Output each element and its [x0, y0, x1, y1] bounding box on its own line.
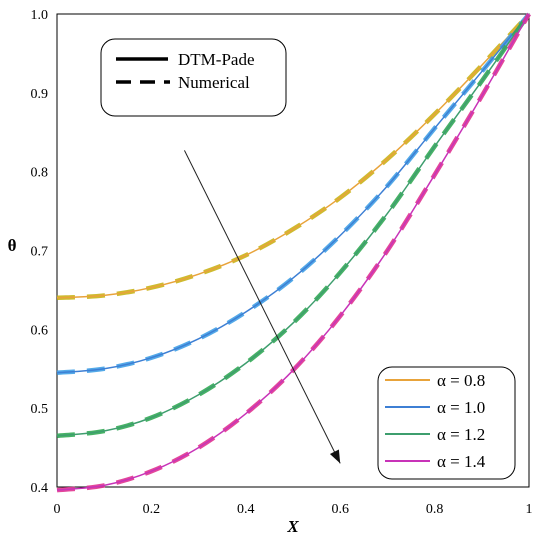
x-axis-label: X: [286, 517, 299, 536]
legend-label: α = 1.4: [437, 452, 486, 471]
dtm-pade-line: [56, 13, 530, 491]
x-tick-label: 1: [526, 502, 533, 517]
series-legend-box: [377, 366, 516, 480]
legend-dashed-label: Numerical: [178, 73, 250, 92]
series-legend: α = 0.8 α = 1.0 α = 1.2 α = 1.4: [377, 366, 516, 480]
x-tick-label: 0.4: [237, 502, 255, 517]
style-legend: DTM-Pade Numerical: [100, 38, 287, 117]
arrow-shaft: [183, 150, 341, 464]
legend-label: α = 1.0: [437, 398, 485, 417]
x-tick-label: 0.8: [426, 502, 444, 517]
arrow-head: [329, 449, 341, 464]
dtm-pade-line: [56, 13, 530, 374]
legend-label: α = 1.2: [437, 425, 485, 444]
y-tick-label: 0.5: [31, 402, 49, 417]
y-tick-label: 0.6: [31, 323, 49, 338]
x-tick-label: 0: [54, 502, 61, 517]
y-axis: 0.4 0.5 0.6 0.7 0.8 0.9 1.0: [31, 8, 49, 496]
dtm-pade-line: [56, 13, 530, 437]
y-axis-label: θ: [8, 236, 17, 255]
y-tick-label: 0.4: [31, 481, 49, 496]
dtm-pade-line: [56, 13, 530, 299]
legend-label: α = 0.8: [437, 371, 485, 390]
x-tick-label: 0.6: [331, 502, 349, 517]
y-tick-label: 1.0: [31, 8, 49, 23]
y-tick-label: 0.9: [31, 87, 49, 102]
series-layer: [56, 12, 531, 493]
y-tick-label: 0.8: [31, 166, 49, 181]
x-axis: 0 0.2 0.4 0.6 0.8 1: [54, 502, 533, 517]
trend-arrow: [183, 150, 341, 464]
x-tick-label: 0.2: [143, 502, 161, 517]
y-tick-label: 0.7: [31, 245, 49, 260]
legend-solid-label: DTM-Pade: [178, 50, 254, 69]
